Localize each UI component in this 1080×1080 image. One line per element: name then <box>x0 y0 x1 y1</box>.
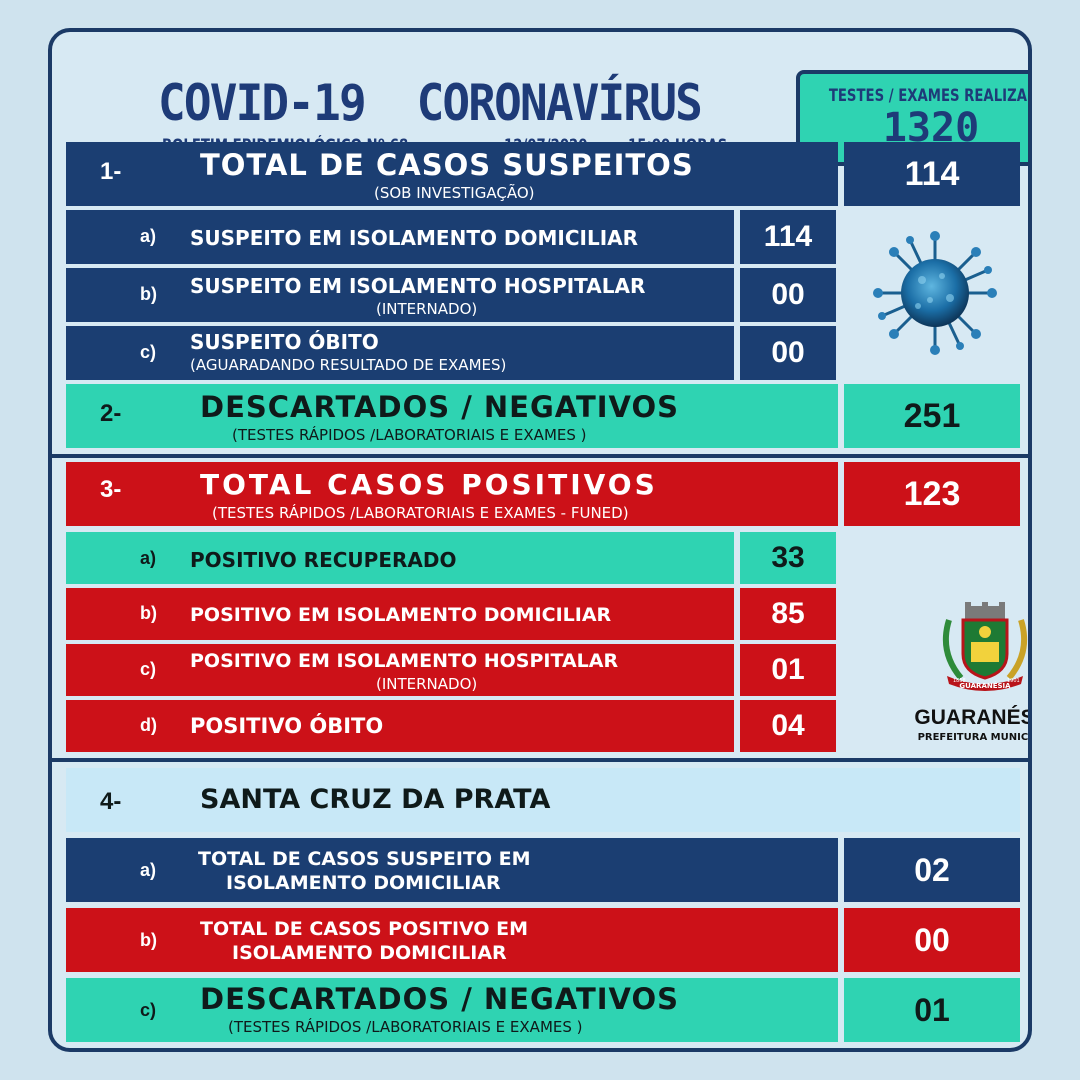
page-title: COVID-19 CORONAVÍRUS <box>158 74 703 132</box>
section1-row-a-value: 114 <box>740 210 836 264</box>
title-coronavirus: CORONAVÍRUS <box>416 74 703 132</box>
section3-row-c: c) POSITIVO EM ISOLAMENTO HOSPITALAR (IN… <box>66 644 734 696</box>
section1-row-c: c) SUSPEITO ÓBITO (AGUARADANDO RESULTADO… <box>66 326 734 380</box>
row-line2: (TESTES RÁPIDOS /LABORATORIAIS E EXAMES … <box>228 1018 583 1036</box>
section2-number: 2- <box>100 400 122 427</box>
row-sub: (INTERNADO) <box>376 300 478 318</box>
row-letter: a) <box>140 860 157 880</box>
coat-of-arms-icon: GUARANÉSIA 1858 1901 <box>942 602 1028 691</box>
section4-row-c-value: 01 <box>844 978 1020 1042</box>
row-line2: ISOLAMENTO DOMICILIAR <box>226 872 501 894</box>
row-label: POSITIVO EM ISOLAMENTO HOSPITALAR <box>190 650 619 672</box>
section3-row-c-value: 01 <box>740 644 836 696</box>
logo-ribbon-text: GUARANÉSIA <box>959 681 1011 690</box>
section3-number: 3- <box>100 476 122 503</box>
section2-title: DESCARTADOS / NEGATIVOS <box>200 390 680 424</box>
section-divider <box>52 758 1028 762</box>
row-sub: (AGUARADANDO RESULTADO DE EXAMES) <box>190 356 507 374</box>
section3-title: TOTAL CASOS POSITIVOS <box>200 468 658 501</box>
logo-year-left: 1858 <box>953 678 966 684</box>
section3-subtitle: (TESTES RÁPIDOS /LABORATORIAIS E EXAMES … <box>212 504 629 522</box>
section4-row-c: c) DESCARTADOS / NEGATIVOS (TESTES RÁPID… <box>66 978 838 1042</box>
section3-row-b-value: 85 <box>740 588 836 640</box>
row-letter: c) <box>140 342 157 362</box>
section1-row-a: a) SUSPEITO EM ISOLAMENTO DOMICILIAR <box>66 210 734 264</box>
section4-number: 4- <box>100 788 122 815</box>
section1-number: 1- <box>100 158 122 185</box>
section3-row-b: b) POSITIVO EM ISOLAMENTO DOMICILIAR <box>66 588 734 640</box>
row-letter: a) <box>140 548 157 568</box>
section4-row-b: b) TOTAL DE CASOS POSITIVO EM ISOLAMENTO… <box>66 908 838 972</box>
row-letter: c) <box>140 1000 157 1020</box>
section1-row-c-value: 00 <box>740 326 836 380</box>
row-label: POSITIVO EM ISOLAMENTO DOMICILIAR <box>190 604 612 626</box>
section3-row-d-value: 04 <box>740 700 836 752</box>
section2-subtitle: (TESTES RÁPIDOS /LABORATORIAIS E EXAMES … <box>232 426 587 444</box>
section1-title: TOTAL DE CASOS SUSPEITOS <box>200 148 694 182</box>
row-letter: c) <box>140 659 157 679</box>
section2-header: 2- DESCARTADOS / NEGATIVOS (TESTES RÁPID… <box>66 384 838 448</box>
section-divider <box>52 454 1028 458</box>
row-line1: TOTAL DE CASOS POSITIVO EM <box>200 918 529 940</box>
section3-row-a-value: 33 <box>740 532 836 584</box>
row-letter: b) <box>140 603 157 623</box>
row-line2: ISOLAMENTO DOMICILIAR <box>232 942 507 964</box>
section1-value: 114 <box>844 142 1020 206</box>
section1-subtitle: (SOB INVESTIGAÇÃO) <box>374 184 535 202</box>
tests-performed-box: TESTES / EXAMES REALIZADOS 1320 <box>796 70 1028 166</box>
tests-value: 1320 <box>882 105 980 151</box>
row-line1: DESCARTADOS / NEGATIVOS <box>200 982 680 1016</box>
municipal-logo: GUARANÉSIA 1858 1901 GUARANÉSIA PREFEITU… <box>910 602 1032 743</box>
section3-value: 123 <box>844 462 1020 526</box>
title-covid: COVID-19 <box>158 74 367 132</box>
section4-title: SANTA CRUZ DA PRATA <box>200 784 551 815</box>
section1-row-b: b) SUSPEITO EM ISOLAMENTO HOSPITALAR (IN… <box>66 268 734 322</box>
section4-row-a-value: 02 <box>844 838 1020 902</box>
logo-subtitle: PREFEITURA MUNICIPAL <box>917 732 1032 743</box>
logo-year-right: 1901 <box>1007 678 1020 684</box>
section4-header: 4- SANTA CRUZ DA PRATA <box>66 768 1020 832</box>
row-label: SUSPEITO ÓBITO <box>190 330 379 354</box>
section4-row-b-value: 00 <box>844 908 1020 972</box>
row-letter: a) <box>140 226 157 246</box>
logo-name: GUARANÉSIA <box>914 706 1028 729</box>
bulletin-frame: COVID-19 CORONAVÍRUS BOLETIM EPIDEMIOLÓG… <box>48 28 1032 1052</box>
row-label: POSITIVO ÓBITO <box>190 714 384 738</box>
row-letter: b) <box>140 930 157 950</box>
tests-label: TESTES / EXAMES REALIZADOS <box>828 86 1028 106</box>
section1-row-b-value: 00 <box>740 268 836 322</box>
virus-icon <box>873 231 997 355</box>
section2-value: 251 <box>844 384 1020 448</box>
row-label: POSITIVO RECUPERADO <box>190 548 457 572</box>
row-sub: (INTERNADO) <box>376 675 478 693</box>
section3-header: 3- TOTAL CASOS POSITIVOS (TESTES RÁPIDOS… <box>66 462 838 526</box>
row-letter: b) <box>140 284 157 304</box>
section3-row-a: a) POSITIVO RECUPERADO <box>66 532 734 584</box>
row-label: SUSPEITO EM ISOLAMENTO DOMICILIAR <box>190 226 639 250</box>
row-label: SUSPEITO EM ISOLAMENTO HOSPITALAR <box>190 274 646 298</box>
section4-row-a: a) TOTAL DE CASOS SUSPEITO EM ISOLAMENTO… <box>66 838 838 902</box>
section3-row-d: d) POSITIVO ÓBITO <box>66 700 734 752</box>
section1-header: 1- TOTAL DE CASOS SUSPEITOS (SOB INVESTI… <box>66 142 838 206</box>
row-line1: TOTAL DE CASOS SUSPEITO EM <box>198 848 531 870</box>
row-letter: d) <box>140 715 157 735</box>
